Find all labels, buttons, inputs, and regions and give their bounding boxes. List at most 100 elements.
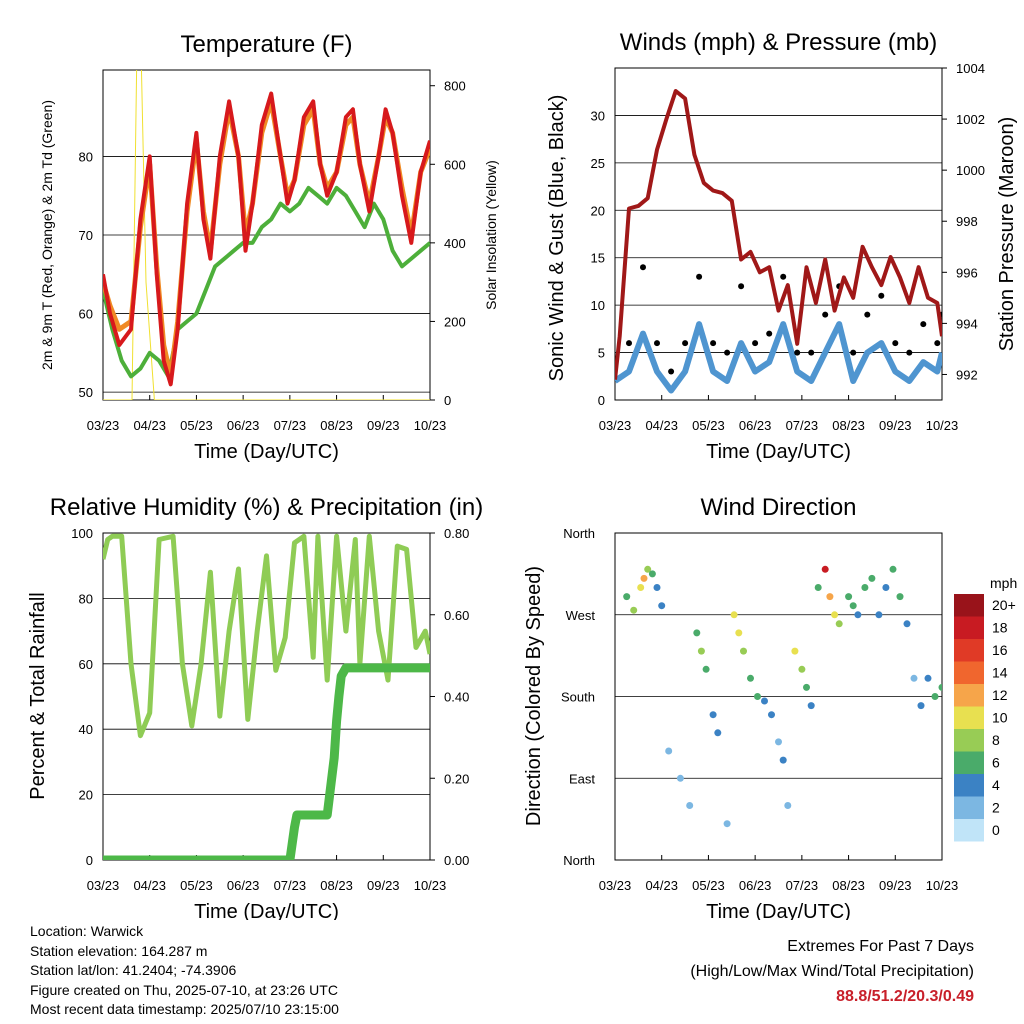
direction-point <box>821 565 829 573</box>
y-tick-label: 15 <box>591 251 605 266</box>
direction-point <box>798 665 806 673</box>
extremes-values: 88.8/51.2/20.3/0.49 <box>836 988 974 1005</box>
x-tick-label: 09/23 <box>879 878 912 893</box>
direction-point <box>768 711 775 719</box>
x-tick-label: 09/23 <box>879 418 912 433</box>
y2-tick-label: 400 <box>444 236 466 251</box>
gust-dots-point <box>808 349 815 356</box>
y2-tick-label: 1000 <box>956 163 985 178</box>
y2-tick-label: 1002 <box>956 112 985 127</box>
x-tick-label: 06/23 <box>227 418 260 433</box>
y-tick-label: West <box>566 608 596 623</box>
direction-point <box>889 565 897 573</box>
direction-point <box>875 611 883 619</box>
x-tick-label: 10/23 <box>414 418 447 433</box>
direction-point <box>903 620 911 628</box>
station-info: Location: Warwick Station elevation: 164… <box>30 922 339 1020</box>
direction-point <box>814 584 822 591</box>
colorbar-swatch <box>954 729 984 752</box>
direction-point <box>637 584 645 591</box>
y-tick-label: 70 <box>79 228 93 243</box>
y-tick-label: 40 <box>79 722 93 737</box>
direction-point <box>784 802 792 809</box>
temp-2m-line <box>103 91 430 387</box>
x-tick-label: 10/23 <box>926 418 959 433</box>
direction-point <box>807 702 815 710</box>
extremes-subtitle: (High/Low/Max Wind/Total Precipitation) <box>690 963 974 980</box>
direction-point <box>630 606 638 614</box>
plot-frame <box>614 67 943 401</box>
y-tick-label: 60 <box>79 307 93 322</box>
y2-tick-label: 0.40 <box>444 690 469 705</box>
direction-point <box>640 574 648 582</box>
x-tick-label: 09/23 <box>367 878 400 893</box>
y2-axis-label: Solar Insolation (Yellow) <box>483 160 499 310</box>
direction-point <box>761 697 768 705</box>
direction-point <box>735 629 743 637</box>
y-tick-label: 80 <box>79 591 93 606</box>
y-tick-label: 0 <box>598 393 605 408</box>
x-tick-label: 04/23 <box>133 878 166 893</box>
elevation-text: Station elevation: 164.287 m <box>30 942 208 959</box>
direction-point <box>653 584 661 591</box>
colorbar-label: 14 <box>992 665 1008 681</box>
colorbar-swatch <box>954 706 984 729</box>
x-tick-label: 07/23 <box>786 418 819 433</box>
direction-point <box>861 584 869 591</box>
x-tick-label: 06/23 <box>739 418 772 433</box>
gust-dots-point <box>654 340 660 347</box>
direction-point <box>714 729 722 737</box>
direction-point <box>831 611 839 619</box>
y-tick-label: North <box>563 853 595 868</box>
y-tick-label: 25 <box>591 156 605 171</box>
sonic-wind-line <box>615 321 942 394</box>
x-tick-label: 04/23 <box>645 878 678 893</box>
created-text: Figure created on Thu, 2025-07-10, at 23… <box>30 981 338 998</box>
gust-dots-point <box>752 340 759 347</box>
direction-point <box>931 693 939 700</box>
direction-point <box>835 620 843 628</box>
gust-dots-point <box>626 340 632 347</box>
colorbar-title: mph <box>990 575 1017 591</box>
gust-dots-point <box>668 368 675 375</box>
y2-tick-label: 600 <box>444 157 466 172</box>
gust-dots-point <box>794 349 801 356</box>
y2-axis-label: Station Pressure (Maroon) <box>996 117 1018 352</box>
location-text: Location: Warwick <box>30 923 144 939</box>
y2-tick-label: 0.80 <box>444 526 469 541</box>
x-tick-label: 03/23 <box>87 418 120 433</box>
y-tick-label: South <box>561 690 595 705</box>
y2-tick-label: 0.20 <box>444 771 469 786</box>
x-axis-label: Time (Day/UTC) <box>706 901 851 920</box>
y2-tick-label: 0.60 <box>444 608 469 623</box>
direction-point <box>709 711 717 719</box>
y2-tick-label: 1004 <box>956 61 985 76</box>
x-tick-label: 03/23 <box>599 878 632 893</box>
x-tick-label: 04/23 <box>133 418 166 433</box>
precip-line <box>103 663 430 860</box>
gust-dots-point <box>780 273 787 280</box>
colorbar-swatch <box>954 684 984 707</box>
extremes-title: Extremes For Past 7 Days <box>787 938 974 955</box>
x-tick-label: 06/23 <box>227 878 260 893</box>
y-tick-label: 80 <box>79 149 93 164</box>
x-tick-label: 07/23 <box>274 878 307 893</box>
direction-point <box>791 647 799 655</box>
y-tick-label: 10 <box>591 298 605 313</box>
colorbar-label: 16 <box>992 642 1008 658</box>
direction-point <box>665 747 673 755</box>
y-axis-label: Direction (Colored By Speed) <box>523 566 545 826</box>
direction-point <box>854 611 862 619</box>
y-tick-label: 20 <box>591 203 605 218</box>
x-tick-label: 05/23 <box>692 878 725 893</box>
direction-point <box>917 702 925 710</box>
gust-dots-point <box>710 340 717 347</box>
direction-point <box>826 593 834 601</box>
colorbar-swatch <box>954 616 984 639</box>
direction-point <box>702 665 710 673</box>
y2-tick-label: 996 <box>956 265 978 280</box>
direction-point <box>868 574 876 582</box>
y-tick-label: North <box>563 526 595 541</box>
direction-point <box>849 602 857 610</box>
